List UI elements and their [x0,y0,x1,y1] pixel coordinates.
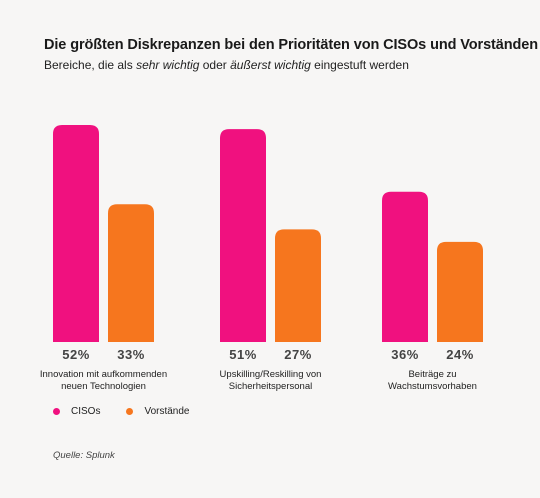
bar-group-2: 51% 27% Upskilling/Reskilling vonSicherhei… [220,129,322,392]
chart-title: Die größten Diskrepanzen bei den Priorit… [44,37,538,53]
bar-cisos-1 [53,125,99,342]
legend: CISOs Vorstände [53,406,190,417]
bar-vorstaende-3 [437,241,483,342]
legend-label-vorstaende: Vorstände [144,406,190,417]
legend-label-cisos: CISOs [71,406,101,417]
legend-swatch-vorstaende [126,408,134,415]
value-label-vorstaende-2: 27% [284,347,312,362]
subtitle-emphasis-2: äußerst wichtig [230,58,311,72]
category-label-3-line-2: Wachstumsvorhaben [388,381,477,392]
legend-item-vorstaende: Vorstände [126,406,190,417]
category-label-1-line-1: Innovation mit aufkommenden [40,369,167,380]
category-label-2-line-1: Upskilling/Reskilling von [220,369,322,380]
value-label-cisos-3: 36% [391,347,419,362]
value-label-cisos-2: 51% [229,347,257,362]
chart-subtitle: Bereiche, die als sehr wichtig oder äuße… [44,58,409,72]
bar-cisos-2 [220,129,266,342]
bar-vorstaende-2 [275,229,321,342]
subtitle-text-2: oder [199,58,231,72]
category-label-1-line-2: neuen Technologien [61,381,146,392]
value-label-vorstaende-1: 33% [117,347,145,362]
legend-swatch-cisos [53,408,60,415]
source-note: Quelle: Splunk [53,450,115,461]
category-label-2-line-2: Sicherheitspersonal [229,381,312,392]
category-label-3-line-1: Beiträge zu [408,369,456,380]
subtitle-text-3: eingestuft werden [310,58,409,72]
subtitle-emphasis-1: sehr wichtig [136,58,200,72]
subtitle-text-1: Bereiche, die als [44,58,137,72]
bar-vorstaende-1 [108,204,154,342]
bar-cisos-3 [382,191,428,342]
legend-item-cisos: CISOs [53,406,100,417]
value-label-vorstaende-3: 24% [446,347,474,362]
value-label-cisos-1: 52% [62,347,90,362]
